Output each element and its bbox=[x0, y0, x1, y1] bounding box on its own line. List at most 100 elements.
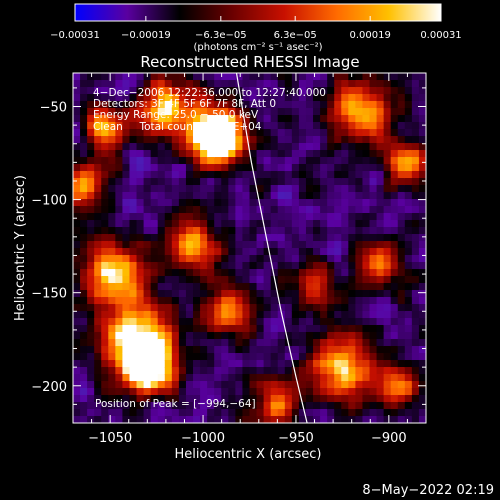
heatmap-cell bbox=[178, 206, 187, 214]
heatmap-cell bbox=[235, 185, 244, 193]
heatmap-cell bbox=[284, 367, 293, 375]
heatmap-cell bbox=[334, 108, 342, 116]
heatmap-cell bbox=[185, 381, 194, 389]
chart-title: Reconstructed RHESSI Image bbox=[140, 53, 359, 71]
heatmap-cell bbox=[200, 213, 208, 221]
heatmap-cell bbox=[404, 143, 413, 151]
heatmap-cell bbox=[270, 73, 279, 81]
heatmap-cell bbox=[291, 122, 300, 130]
heatmap-cell bbox=[94, 122, 102, 130]
heatmap-cell bbox=[80, 129, 88, 137]
heatmap-cell bbox=[390, 388, 399, 396]
heatmap-cell bbox=[157, 409, 166, 417]
heatmap-cell bbox=[108, 416, 116, 423]
heatmap-cell bbox=[171, 311, 180, 319]
heatmap-cell bbox=[291, 185, 300, 193]
heatmap-cell bbox=[411, 122, 420, 130]
heatmap-cell bbox=[115, 94, 124, 102]
heatmap-cell bbox=[122, 157, 131, 165]
heatmap-cell bbox=[207, 325, 215, 333]
heatmap-cell bbox=[73, 388, 81, 396]
heatmap-cell bbox=[334, 178, 342, 186]
heatmap-cell bbox=[94, 157, 102, 165]
heatmap-cell bbox=[87, 290, 95, 298]
heatmap-cell bbox=[178, 73, 187, 81]
heatmap-cell bbox=[249, 108, 258, 116]
heatmap-cell bbox=[376, 129, 385, 137]
heatmap-cell bbox=[348, 143, 356, 151]
heatmap-cell bbox=[362, 367, 371, 375]
heatmap-cell bbox=[235, 143, 244, 151]
heatmap-cell bbox=[157, 108, 166, 116]
heatmap-cell bbox=[355, 353, 364, 361]
heatmap-cell bbox=[185, 199, 194, 207]
heatmap-cell bbox=[193, 248, 201, 256]
heatmap-cell bbox=[362, 80, 371, 88]
heatmap-cell bbox=[411, 227, 420, 235]
heatmap-cell bbox=[80, 374, 88, 382]
heatmap-cell bbox=[228, 360, 236, 368]
heatmap-cell bbox=[122, 346, 131, 354]
heatmap-cell bbox=[404, 73, 413, 81]
heatmap-cell bbox=[418, 360, 426, 368]
heatmap-cell bbox=[200, 332, 208, 340]
heatmap-cell bbox=[80, 108, 88, 116]
heatmap-cell bbox=[397, 262, 406, 270]
heatmap-cell bbox=[291, 171, 300, 179]
heatmap-cell bbox=[270, 290, 279, 298]
heatmap-cell bbox=[108, 346, 116, 354]
heatmap-cell bbox=[178, 388, 187, 396]
heatmap-cell bbox=[122, 332, 131, 340]
heatmap-cell bbox=[376, 325, 385, 333]
heatmap-cell bbox=[270, 346, 279, 354]
heatmap-cell bbox=[101, 374, 109, 382]
heatmap-cell bbox=[87, 220, 95, 228]
heatmap-cell bbox=[73, 122, 81, 130]
heatmap-cell bbox=[305, 388, 314, 396]
heatmap-cell bbox=[150, 311, 159, 319]
heatmap-cell bbox=[376, 304, 385, 312]
heatmap-cell bbox=[73, 94, 81, 102]
heatmap-cell bbox=[320, 213, 328, 221]
heatmap-cell bbox=[341, 220, 349, 228]
heatmap-cell bbox=[157, 122, 166, 130]
heatmap-cell bbox=[298, 73, 307, 81]
heatmap-cell bbox=[397, 402, 406, 410]
heatmap-cell bbox=[228, 199, 236, 207]
heatmap-cell bbox=[157, 192, 166, 200]
heatmap-cell bbox=[305, 213, 314, 221]
heatmap-cell bbox=[298, 381, 307, 389]
heatmap-cell bbox=[108, 234, 116, 242]
heatmap-cell bbox=[73, 241, 81, 249]
heatmap-cell bbox=[214, 290, 222, 298]
heatmap-cell bbox=[334, 367, 342, 375]
heatmap-cell bbox=[404, 199, 413, 207]
heatmap-cell bbox=[200, 339, 208, 347]
heatmap-cell bbox=[108, 108, 116, 116]
heatmap-cell bbox=[108, 206, 116, 214]
heatmap-cell bbox=[242, 227, 251, 235]
heatmap-cell bbox=[200, 276, 208, 284]
colorbar bbox=[74, 3, 442, 22]
heatmap-cell bbox=[383, 143, 392, 151]
y-tick-label: −150 bbox=[31, 287, 67, 302]
heatmap-cell bbox=[390, 304, 399, 312]
heatmap-cell bbox=[200, 290, 208, 298]
heatmap-cell bbox=[362, 248, 371, 256]
heatmap-cell bbox=[115, 73, 124, 81]
heatmap-cell bbox=[150, 360, 159, 368]
heatmap-cell bbox=[383, 395, 392, 403]
heatmap-cell bbox=[341, 192, 349, 200]
heatmap-cell bbox=[341, 339, 349, 347]
heatmap-cell bbox=[178, 360, 187, 368]
heatmap-cell bbox=[200, 94, 208, 102]
heatmap-cell bbox=[418, 353, 426, 361]
heatmap-cell bbox=[341, 374, 349, 382]
heatmap-cell bbox=[404, 402, 413, 410]
heatmap-cell bbox=[108, 213, 116, 221]
heatmap-cell bbox=[277, 381, 286, 389]
heatmap-cell bbox=[207, 311, 215, 319]
heatmap-cell bbox=[214, 199, 222, 207]
heatmap-cell bbox=[411, 367, 420, 375]
heatmap-cell bbox=[193, 339, 201, 347]
